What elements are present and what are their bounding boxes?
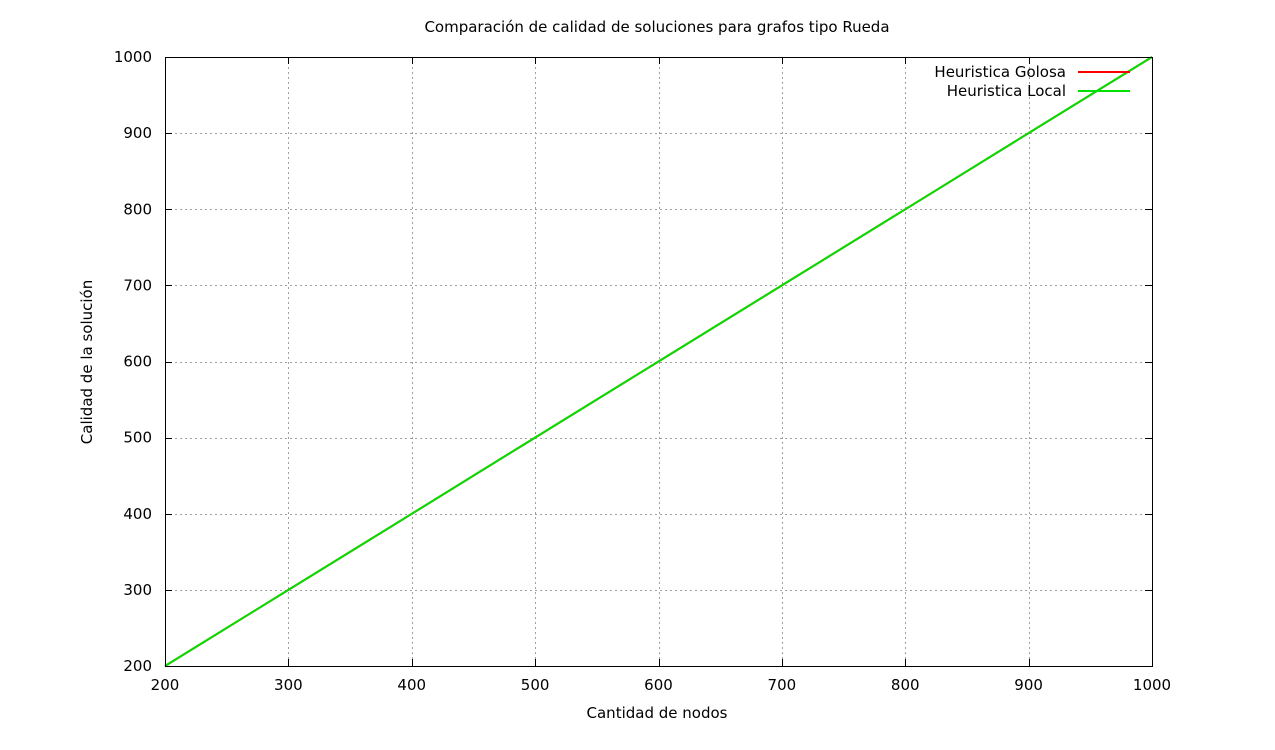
x-tick-label: 600 [644,676,673,694]
x-axis-label: Cantidad de nodos [587,704,728,722]
y-tick-label: 600 [123,353,152,371]
y-tick-label: 400 [123,505,152,523]
y-tick-label: 900 [123,124,152,142]
x-tick-label: 800 [891,676,920,694]
legend-label-2: Heuristica Local [947,82,1066,100]
x-tick-label: 300 [274,676,303,694]
grid [165,57,1152,666]
y-tick-label: 800 [123,200,152,218]
x-tick-label: 400 [397,676,426,694]
y-tick-label: 700 [123,276,152,294]
x-tick-label: 900 [1014,676,1043,694]
ticks: 200 300 400 500 600 700 800 900 1000 200 300 400 500… [114,48,1171,694]
x-tick-label: 700 [768,676,797,694]
series-line-2 [164,56,1153,667]
chart-title: Comparación de calidad de soluciones par… [424,18,889,36]
x-tick-label: 200 [151,676,180,694]
x-tick-label: 500 [521,676,550,694]
x-tick-label: 1000 [1133,676,1171,694]
y-tick-label: 500 [123,429,152,447]
legend-label-1: Heuristica Golosa [934,63,1066,81]
y-tick-label: 1000 [114,48,152,66]
y-axis-label: Calidad de la solución [78,280,96,444]
y-tick-label: 200 [123,657,152,675]
series-layer [164,56,1153,667]
y-tick-label: 300 [123,581,152,599]
